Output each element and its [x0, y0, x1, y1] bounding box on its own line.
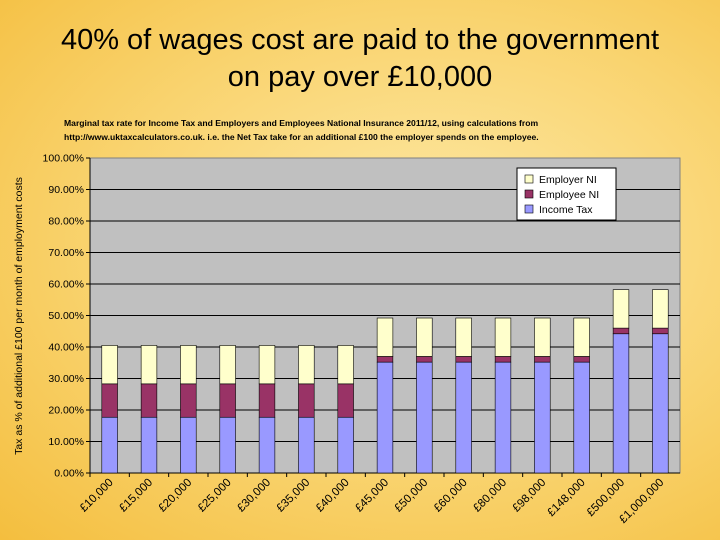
bar-segment-income-tax [180, 416, 197, 474]
bar-segment-income-tax [101, 416, 118, 474]
bar-segment-employer-ni [652, 289, 669, 329]
x-tick-label: £40,000 [314, 477, 352, 515]
chart-subtitle: Marginal tax rate for Income Tax and Emp… [64, 116, 704, 144]
bar-segment-employee-ni [376, 356, 394, 363]
x-tick-label: £60,000 [432, 477, 470, 515]
bar-segment-employer-ni [416, 317, 433, 357]
slide-title-line-2: on pay over £10,000 [227, 61, 493, 93]
x-tick-label: £30,000 [235, 477, 273, 515]
y-tick-label: 40.00% [48, 342, 84, 354]
bar-segment-employee-ni [416, 356, 433, 363]
x-tick-label: £148,000 [545, 477, 587, 519]
x-tick-label: £25,000 [196, 477, 234, 515]
bar-segment-employee-ni [455, 356, 472, 363]
bar-segment-employee-ni [258, 383, 276, 418]
bar-segment-employer-ni [298, 345, 315, 385]
bar-segment-employee-ni [337, 383, 354, 418]
y-tick-label: 10.00% [48, 436, 84, 448]
bar-segment-employee-ni [101, 383, 118, 418]
bar-segment-income-tax [494, 361, 512, 474]
y-tick-label: 100.00% [43, 153, 84, 165]
bar-segment-employer-ni [534, 317, 551, 357]
bar-segment-employee-ni [573, 356, 590, 363]
bar-segment-employer-ni [494, 317, 512, 357]
bar-segment-income-tax [612, 333, 630, 474]
bar-segment-employee-ni [534, 356, 551, 363]
bar-segment-income-tax [376, 361, 394, 474]
y-tick-label: 60.00% [48, 279, 84, 291]
y-tick-label: 30.00% [48, 373, 84, 385]
bar-segment-employer-ni [258, 345, 276, 385]
bar-segment-income-tax [258, 416, 276, 474]
bar-segment-income-tax [337, 416, 354, 474]
y-tick-label: 20.00% [48, 405, 84, 417]
x-tick-label: £10,000 [78, 477, 116, 515]
x-tick-label: £45,000 [353, 477, 391, 515]
legend-swatch [524, 174, 534, 184]
legend-swatch [524, 189, 534, 199]
bar-segment-employee-ni [219, 383, 236, 418]
bar-segment-employer-ni [337, 345, 354, 385]
bar-segment-employer-ni [180, 345, 197, 385]
bar-segment-income-tax [140, 416, 158, 474]
bar-segment-income-tax [652, 333, 669, 474]
y-tick-label: 70.00% [48, 247, 84, 259]
bar-segment-employee-ni [612, 327, 630, 335]
legend [516, 167, 617, 221]
bar-segment-employee-ni [298, 383, 315, 418]
bar-segment-employee-ni [652, 327, 669, 335]
y-tick-label: 90.00% [48, 184, 84, 196]
bar-segment-employee-ni [180, 383, 197, 418]
y-tick-label: 50.00% [48, 310, 84, 322]
slide-title-line-1: 40% of wages cost are paid to the govern… [60, 24, 660, 56]
slide-title: 40% of wages cost are paid to the govern… [0, 22, 720, 96]
y-tick-label: 0.00% [54, 468, 84, 480]
chart-subtitle-line-1: Marginal tax rate for Income Tax and Emp… [64, 118, 539, 128]
bar-segment-employer-ni [140, 345, 158, 385]
x-tick-label: £80,000 [471, 477, 509, 515]
x-tick-label: £20,000 [157, 477, 195, 515]
y-axis-label: Tax as % of additional £100 per month of… [13, 177, 25, 455]
bar-segment-income-tax [298, 416, 315, 474]
bar-segment-employer-ni [573, 317, 590, 357]
bar-segment-employer-ni [376, 317, 394, 357]
x-tick-label: £98,000 [511, 477, 549, 515]
y-tick-label: 80.00% [48, 216, 84, 228]
legend-label: Employee NI [539, 189, 599, 201]
bar-segment-employer-ni [612, 289, 630, 329]
bar-segment-employee-ni [494, 356, 512, 363]
bar-segment-income-tax [534, 361, 551, 474]
bar-segment-income-tax [219, 416, 236, 474]
bar-segment-income-tax [416, 361, 433, 474]
x-tick-label: £50,000 [393, 477, 431, 515]
legend-swatch [524, 204, 534, 214]
bar-segment-employer-ni [219, 345, 236, 385]
bar-segment-income-tax [455, 361, 472, 474]
bar-segment-employer-ni [455, 317, 472, 357]
bar-segment-income-tax [573, 361, 590, 474]
x-tick-label: £35,000 [275, 477, 313, 515]
bar-segment-employer-ni [101, 345, 118, 385]
bar-segment-employee-ni [140, 383, 158, 418]
legend-label: Employer NI [539, 174, 597, 186]
x-tick-label: £15,000 [117, 477, 155, 515]
chart-subtitle-line-2: http://www.uktaxcalculators.co.uk. i.e. … [64, 132, 539, 142]
legend-label: Income Tax [539, 204, 593, 216]
